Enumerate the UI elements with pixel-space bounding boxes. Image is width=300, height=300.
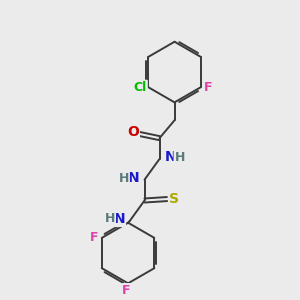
Text: H: H bbox=[118, 172, 129, 185]
Text: N: N bbox=[165, 151, 176, 164]
Text: O: O bbox=[127, 125, 139, 140]
Text: F: F bbox=[204, 81, 212, 94]
Text: N: N bbox=[128, 171, 140, 185]
Text: H: H bbox=[105, 212, 115, 226]
Text: F: F bbox=[122, 284, 131, 297]
Text: Cl: Cl bbox=[134, 81, 147, 94]
Text: N: N bbox=[113, 212, 125, 226]
Text: F: F bbox=[89, 231, 98, 244]
Text: H: H bbox=[175, 151, 185, 164]
Text: S: S bbox=[169, 192, 179, 206]
